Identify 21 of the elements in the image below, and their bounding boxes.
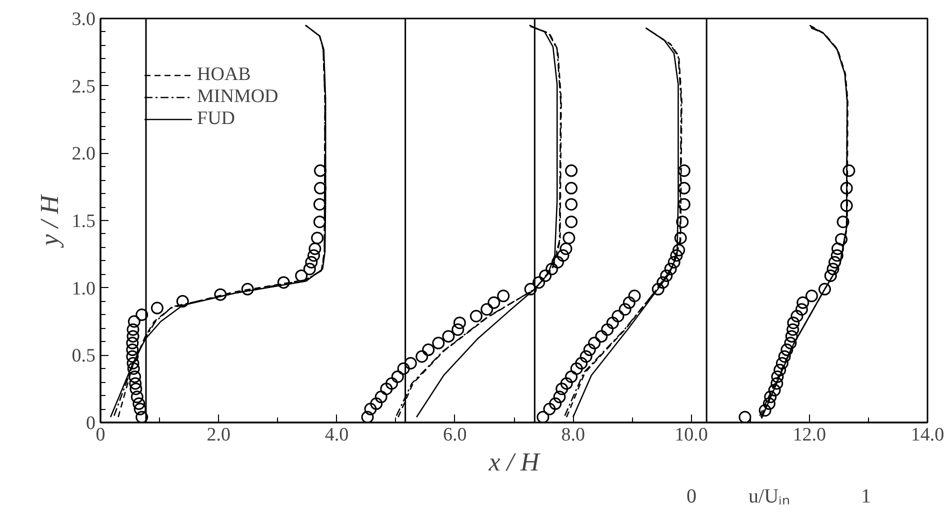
y-tick-label: 3.0 [72, 9, 96, 30]
text: 0 [686, 486, 696, 508]
legend-label: HOAB [197, 64, 251, 86]
legend-label: MINMOD [197, 86, 278, 108]
x-tick-label: 2.0 [206, 424, 231, 446]
text: 1 [860, 486, 871, 508]
x-tick-label: 12.0 [792, 424, 826, 446]
y-tick-label: 0.5 [72, 346, 96, 367]
x-tick-label: 6.0 [443, 424, 467, 446]
x-axis-title: x / H [488, 448, 540, 476]
y-tick-label: 1.5 [72, 211, 96, 232]
y-tick-label: 2.5 [72, 76, 96, 98]
y-tick-label: 1.0 [72, 278, 96, 300]
legend-label: FUD [197, 108, 236, 130]
x-tick-label: 8.0 [561, 424, 585, 446]
x-tick-label: 4.0 [324, 424, 349, 446]
x-tick-label: 14.0 [910, 424, 944, 446]
text: u/Uᵢₙ [748, 486, 790, 508]
x-tick-label: 10.0 [674, 424, 708, 446]
y-axis-title: y / H [34, 194, 64, 249]
y-tick-label: 2.0 [72, 144, 96, 165]
